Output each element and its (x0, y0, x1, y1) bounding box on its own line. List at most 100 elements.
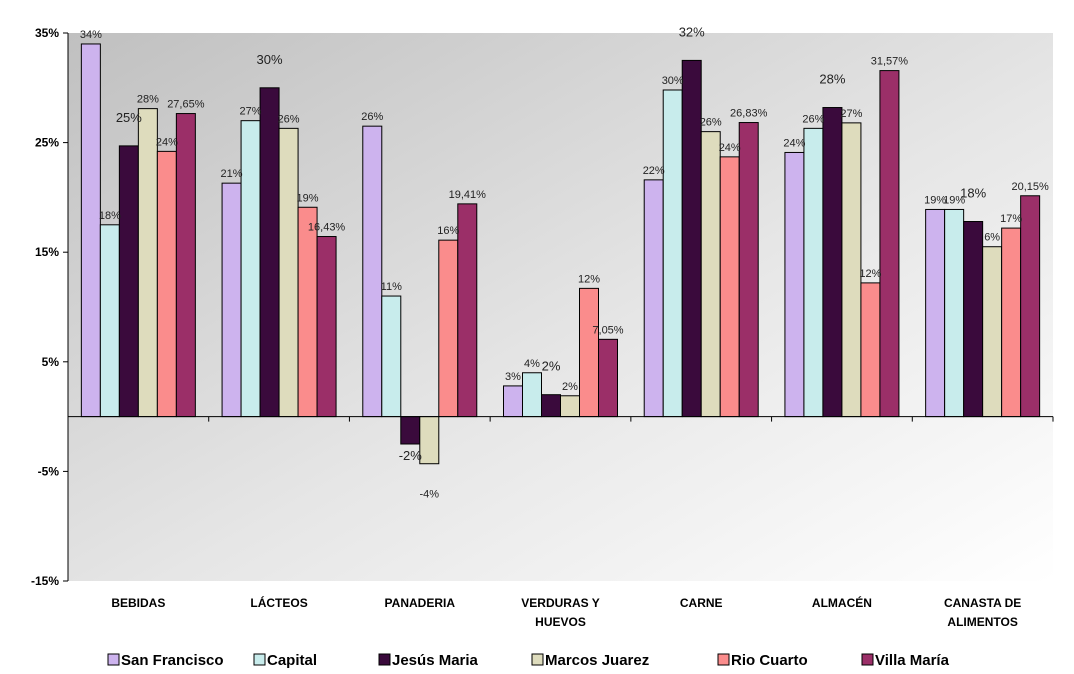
bar (983, 247, 1002, 417)
bar (439, 240, 458, 416)
bar (363, 126, 382, 416)
bar (580, 288, 599, 416)
bar (542, 395, 561, 417)
bar (682, 60, 701, 416)
bar (739, 123, 758, 417)
bar (926, 209, 945, 416)
bar (561, 396, 580, 417)
category-label: CARNE (680, 596, 723, 610)
y-tick-label: -5% (38, 464, 60, 478)
bar (1002, 228, 1021, 417)
bar (599, 339, 618, 416)
data-label: 30% (257, 52, 283, 67)
legend-swatch (379, 654, 390, 665)
bar (138, 109, 157, 417)
data-label: 27% (240, 106, 262, 118)
data-label: -2% (399, 448, 423, 463)
bar (861, 283, 880, 417)
category-label: ALMACÉN (812, 595, 872, 610)
legend-swatch (532, 654, 543, 665)
y-tick-label: 5% (42, 355, 60, 369)
data-label: 22% (643, 165, 665, 177)
y-tick-label: -15% (31, 574, 59, 588)
bar (241, 121, 260, 417)
data-label: 7,05% (592, 324, 623, 336)
bar (401, 417, 420, 444)
data-label: 28% (137, 94, 159, 106)
legend-entry: Jesús Maria (392, 652, 479, 669)
bar (720, 157, 739, 417)
data-label: 6% (984, 232, 1000, 244)
category-label: ALIMENTOS (947, 615, 1017, 629)
legend-swatch (254, 654, 265, 665)
bar (157, 151, 176, 416)
bar (701, 132, 720, 417)
bar (260, 88, 279, 417)
legend-swatch (718, 654, 729, 665)
plot-area (68, 33, 1053, 581)
bar (100, 225, 119, 417)
category-label: HUEVOS (535, 615, 586, 629)
data-label: 26% (700, 117, 722, 129)
bar (382, 296, 401, 417)
bar (176, 114, 195, 417)
data-label: 34% (80, 29, 102, 41)
data-label: 18% (960, 186, 986, 201)
data-label: 20,15% (1011, 181, 1049, 193)
bar (785, 152, 804, 416)
bar (964, 222, 983, 417)
data-label: 16% (437, 225, 459, 237)
data-label: 12% (578, 273, 600, 285)
category-label: VERDURAS Y (521, 596, 599, 610)
y-tick-label: 15% (35, 245, 59, 259)
data-label: -4% (420, 489, 440, 501)
data-label: 26% (361, 111, 383, 123)
data-label: 30% (662, 75, 684, 87)
data-label: 16,43% (308, 222, 346, 234)
data-label: 19,41% (449, 189, 487, 201)
data-label: 19% (297, 192, 319, 204)
legend: San Francisco Capital Jesús Maria Marcos Ju… (108, 652, 950, 669)
data-label: 32% (679, 24, 705, 39)
bar (504, 386, 523, 417)
legend-entry: Rio Cuarto (731, 652, 808, 669)
data-label: 26% (278, 113, 300, 125)
data-label: 2% (542, 359, 561, 374)
bar (823, 108, 842, 417)
legend-swatch (862, 654, 873, 665)
data-label: 12% (859, 268, 881, 280)
y-tick-label: 25% (35, 136, 59, 150)
bar (663, 90, 682, 417)
data-label: 26,83% (730, 108, 768, 120)
legend-entry: Marcos Juarez (545, 652, 649, 669)
legend-entry: Capital (267, 652, 317, 669)
bar (523, 373, 542, 417)
bar (880, 71, 899, 417)
data-label: 27% (840, 108, 862, 120)
data-label: 17% (1000, 213, 1022, 225)
bar (1021, 196, 1040, 417)
bar (644, 180, 663, 417)
category-label: BEBIDAS (111, 596, 165, 610)
bar (842, 123, 861, 417)
legend-entry: San Francisco (121, 652, 224, 669)
bar (222, 183, 241, 416)
data-label: 21% (221, 168, 243, 180)
category-label: LÁCTEOS (250, 595, 307, 610)
category-label: CANASTA DE (944, 596, 1021, 610)
bar (81, 44, 100, 417)
bar (119, 146, 138, 417)
data-label: 24% (719, 142, 741, 154)
bar (804, 128, 823, 416)
data-label: 24% (783, 137, 805, 149)
legend-swatch (108, 654, 119, 665)
bar (420, 417, 439, 464)
data-label: 25% (116, 110, 142, 125)
y-tick-label: 35% (35, 26, 59, 40)
bar (945, 209, 964, 416)
bar (317, 237, 336, 417)
data-label: 18% (99, 210, 121, 222)
legend-entry: Villa María (875, 652, 950, 669)
bar (298, 207, 317, 416)
